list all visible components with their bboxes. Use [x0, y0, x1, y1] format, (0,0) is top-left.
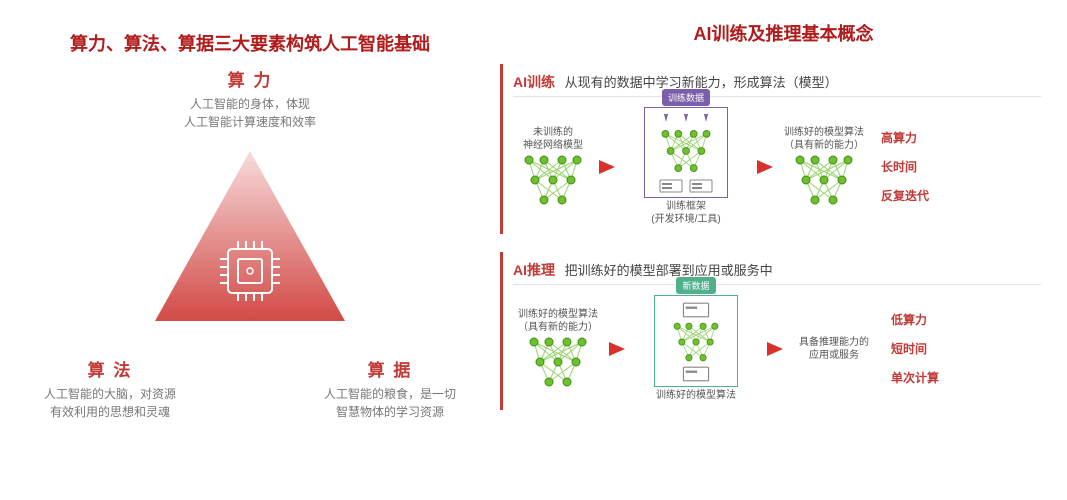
nn-icon	[525, 334, 591, 390]
req-item: 长时间	[881, 158, 929, 175]
req-item: 短时间	[891, 340, 939, 357]
left-pane: 算力、算法、算据三大要素构筑人工智能基础 算 力 人工智能的身体，体现 人工智能…	[0, 0, 500, 500]
infer-section: AI推理 把训练好的模型部署到应用或服务中 训练好的模型算法 （具有新的能力） …	[500, 252, 1047, 410]
infer-title: AI推理	[513, 262, 555, 278]
apex-desc1: 人工智能的身体，体现	[0, 95, 500, 113]
triangle-graphic	[150, 146, 350, 326]
train-in-l2: 神经网络模型	[523, 139, 583, 152]
nn-icon	[663, 320, 729, 364]
server-icon	[659, 179, 683, 193]
baseright-desc2: 智慧物体的学习资源	[300, 403, 480, 421]
server-icon	[681, 302, 711, 318]
infer-data-pill: 新数据	[676, 277, 715, 294]
req-item: 单次计算	[891, 369, 939, 386]
triangle-zone: 算 力 人工智能的身体，体现 人工智能计算速度和效率	[0, 66, 500, 446]
train-fw-l2: (开发环境/工具)	[651, 213, 720, 226]
infer-in-l2: （具有新的能力）	[518, 321, 598, 334]
server-icon	[689, 179, 713, 193]
train-subtitle: 从现有的数据中学习新能力，形成算法（模型）	[565, 75, 838, 90]
infer-title-line: AI推理 把训练好的模型部署到应用或服务中	[513, 260, 1041, 280]
nn-icon	[520, 152, 586, 208]
arrow-icon	[609, 342, 625, 356]
arrow-icon	[599, 160, 615, 174]
infer-subtitle: 把训练好的模型部署到应用或服务中	[565, 263, 773, 278]
nn-icon	[653, 127, 719, 175]
infer-out-l1: 具备推理能力的	[799, 336, 869, 349]
train-in-l1: 未训练的	[533, 126, 573, 139]
left-heading: 算力、算法、算据三大要素构筑人工智能基础	[0, 30, 500, 56]
train-reqs: 高算力 长时间 反复迭代	[881, 129, 929, 204]
baseleft-title: 算 法	[20, 356, 200, 381]
infer-out-l2: 应用或服务	[809, 349, 859, 362]
apex-desc2: 人工智能计算速度和效率	[0, 113, 500, 131]
req-item: 反复迭代	[881, 187, 929, 204]
infer-bottom-label: 训练好的模型算法	[656, 389, 736, 402]
req-item: 低算力	[891, 311, 939, 328]
right-pane: AI训练及推理基本概念 AI训练 从现有的数据中学习新能力，形成算法（模型） 未…	[500, 0, 1067, 500]
train-title: AI训练	[513, 74, 555, 90]
arrow-icon	[767, 342, 783, 356]
arrow-icon	[757, 160, 773, 174]
train-out-l1: 训练好的模型算法	[784, 126, 864, 139]
req-item: 高算力	[881, 129, 929, 146]
nn-icon	[791, 152, 857, 208]
infer-flow: 训练好的模型算法 （具有新的能力） 新数据 训练好的模型算法 具备推理能力的 应…	[513, 295, 1041, 402]
train-data-pill: 训练数据	[662, 89, 710, 106]
train-section: AI训练 从现有的数据中学习新能力，形成算法（模型） 未训练的 神经网络模型 训…	[500, 64, 1047, 234]
baseleft-desc1: 人工智能的大脑，对资源	[20, 385, 200, 403]
apex-title: 算 力	[0, 66, 500, 91]
infer-in-l1: 训练好的模型算法	[518, 308, 598, 321]
train-out-l2: （具有新的能力）	[784, 139, 864, 152]
down-arrows-icon	[656, 114, 716, 124]
baseright-desc1: 人工智能的粮食，是一切	[300, 385, 480, 403]
infer-reqs: 低算力 短时间 单次计算	[891, 311, 939, 386]
server-icon	[681, 366, 711, 382]
right-heading: AI训练及推理基本概念	[500, 20, 1067, 46]
train-fw-l1: 训练框架	[666, 200, 706, 213]
baseright-title: 算 据	[300, 356, 480, 381]
train-flow: 未训练的 神经网络模型 训练数据 训练框架	[513, 107, 1041, 226]
baseleft-desc2: 有效利用的思想和灵魂	[20, 403, 200, 421]
train-title-line: AI训练 从现有的数据中学习新能力，形成算法（模型）	[513, 72, 1041, 92]
